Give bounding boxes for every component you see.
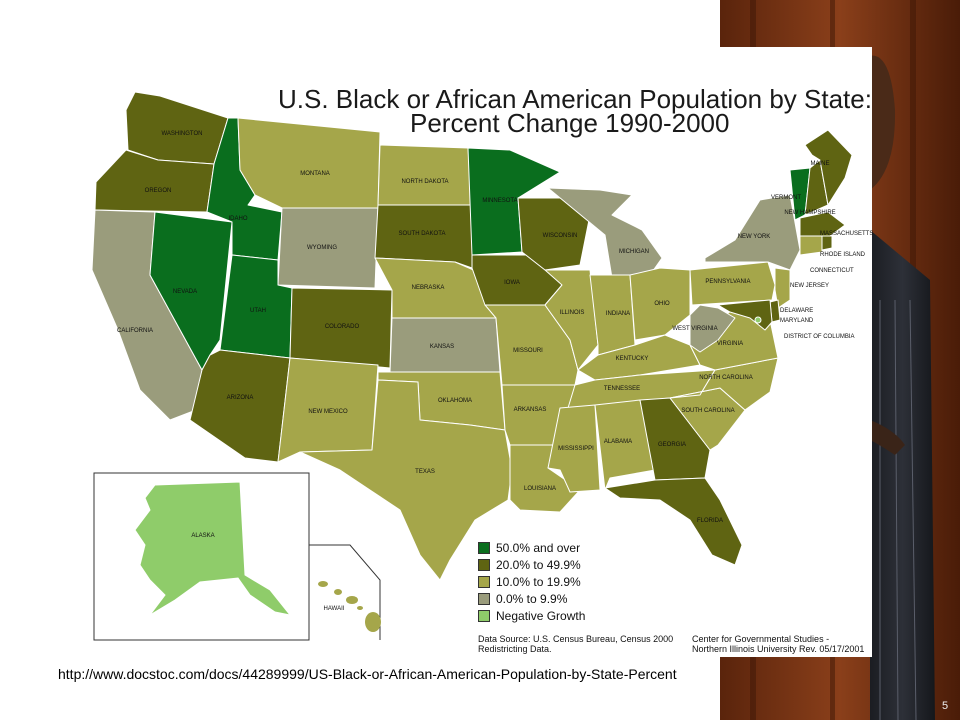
legend-item: Negative Growth	[478, 609, 585, 623]
label-connecticut: CONNECTICUT	[810, 268, 854, 274]
credit-line2: Northern Illinois University Rev. 05/17/…	[692, 644, 865, 654]
label-ohio: OHIO	[654, 301, 670, 307]
label-alabama: ALABAMA	[604, 439, 632, 445]
label-massachusetts: MASSACHUSETTS	[820, 231, 873, 237]
legend-swatch	[478, 593, 490, 605]
label-new_york: NEW YORK	[738, 234, 771, 240]
legend-item: 0.0% to 9.9%	[478, 592, 567, 606]
label-oklahoma: OKLAHOMA	[438, 398, 472, 404]
state-alabama	[594, 399, 656, 491]
state-west_virginia	[689, 304, 736, 353]
legend-item: 10.0% to 19.9%	[478, 575, 581, 589]
state-georgia	[639, 397, 711, 481]
label-michigan: MICHIGAN	[619, 249, 649, 255]
state-maine	[804, 129, 853, 206]
label-missouri: MISSOURI	[513, 348, 543, 354]
hawaii-inset-frame	[309, 544, 381, 640]
label-mississippi: MISSISSIPPI	[558, 446, 594, 452]
label-nevada: NEVADA	[173, 289, 197, 295]
label-pennsylvania: PENNSYLVANIA	[705, 279, 750, 285]
data-source-line2: Redistricting Data.	[478, 644, 552, 654]
label-maryland: MARYLAND	[780, 318, 814, 324]
legend-label: 0.0% to 9.9%	[496, 592, 568, 606]
label-vermont: VERMONT	[771, 195, 801, 201]
legend-label: 20.0% to 49.9%	[496, 558, 581, 572]
label-district_of_columbia: DISTRICT OF COLUMBIA	[784, 334, 855, 340]
label-new_hampshire: NEW HAMPSHIRE	[784, 210, 835, 216]
state-alaska	[134, 481, 292, 616]
label-maine: MAINE	[810, 161, 829, 167]
source-url[interactable]: http://www.docstoc.com/docs/44289999/US-…	[58, 666, 677, 682]
legend-label: 50.0% and over	[496, 541, 581, 555]
label-arizona: ARIZONA	[227, 395, 254, 401]
label-utah: UTAH	[250, 308, 266, 314]
label-california: CALIFORNIA	[117, 328, 153, 334]
label-nebraska: NEBRASKA	[412, 285, 445, 291]
label-north_dakota: NORTH DAKOTA	[401, 179, 448, 185]
label-minnesota: MINNESOTA	[482, 198, 517, 204]
label-virginia: VIRGINIA	[717, 341, 743, 347]
state-pennsylvania	[689, 261, 776, 306]
legend-swatch	[478, 610, 490, 622]
label-tennessee: TENNESSEE	[604, 386, 640, 392]
label-kansas: KANSAS	[430, 344, 454, 350]
label-rhode_island: RHODE ISLAND	[820, 252, 866, 258]
label-kentucky: KENTUCKY	[616, 356, 649, 362]
state-new_york	[704, 194, 801, 271]
state-texas	[299, 379, 513, 581]
state-rhode_island	[821, 235, 833, 251]
legend-item: 20.0% to 49.9%	[478, 558, 581, 572]
state-north_dakota	[377, 144, 473, 206]
credit-line1: Center for Governmental Studies -	[692, 634, 830, 644]
label-illinois: ILLINOIS	[560, 310, 585, 316]
data-source-line1: Data Source: U.S. Census Bureau, Census …	[478, 634, 674, 644]
label-new_mexico: NEW MEXICO	[308, 409, 348, 415]
state-washington	[125, 91, 229, 165]
map-title-line2: Percent Change 1990-2000	[410, 108, 730, 138]
label-colorado: COLORADO	[325, 324, 360, 330]
label-south_carolina: SOUTH CAROLINA	[681, 408, 734, 414]
label-north_carolina: NORTH CAROLINA	[699, 375, 753, 381]
label-louisiana: LOUISIANA	[524, 486, 556, 492]
state-arizona	[189, 349, 291, 463]
state-montana	[237, 117, 381, 209]
map-title-line1: U.S. Black or African American Populatio…	[278, 84, 872, 114]
label-hawaii: HAWAII	[324, 606, 345, 612]
slide-number: 5	[942, 700, 949, 712]
label-wisconsin: WISCONSIN	[543, 233, 578, 239]
label-arkansas: ARKANSAS	[514, 407, 547, 413]
state-district_of_columbia	[754, 316, 762, 324]
legend-swatch	[478, 576, 490, 588]
state-hawaii	[318, 581, 381, 632]
legend-swatch	[478, 542, 490, 554]
legend-label: Negative Growth	[496, 609, 586, 623]
label-iowa: IOWA	[504, 280, 520, 286]
state-massachusetts	[799, 211, 846, 237]
label-west_virginia: WEST VIRGINIA	[672, 326, 717, 332]
label-wyoming: WYOMING	[307, 245, 337, 251]
state-michigan	[547, 187, 663, 279]
label-montana: MONTANA	[300, 171, 330, 177]
label-indiana: INDIANA	[606, 311, 630, 317]
state-south_dakota	[374, 204, 473, 269]
great-lakes	[548, 172, 600, 190]
label-delaware: DELAWARE	[780, 308, 813, 314]
legend-swatch	[478, 559, 490, 571]
state-connecticut	[799, 235, 823, 256]
label-florida: FLORIDA	[697, 518, 723, 524]
label-washington: WASHINGTON	[161, 131, 202, 137]
label-texas: TEXAS	[415, 469, 435, 475]
state-wyoming	[277, 207, 379, 289]
label-south_dakota: SOUTH DAKOTA	[399, 231, 446, 237]
legend-label: 10.0% to 19.9%	[496, 575, 581, 589]
label-new_jersey: NEW JERSEY	[790, 283, 829, 289]
label-georgia: GEORGIA	[658, 442, 686, 448]
legend-item: 50.0% and over	[478, 541, 580, 555]
state-new_jersey	[774, 267, 791, 309]
label-alaska: ALASKA	[191, 533, 214, 539]
label-oregon: OREGON	[145, 188, 172, 194]
state-florida	[604, 477, 743, 566]
label-idaho: IDAHO	[228, 216, 247, 222]
